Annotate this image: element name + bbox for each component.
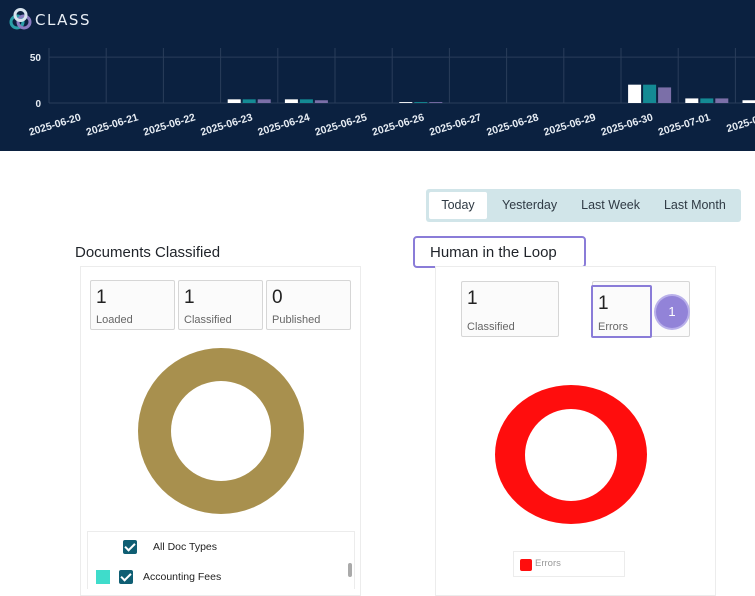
doc-list-scrollbar[interactable] (348, 563, 352, 577)
bar (685, 98, 698, 103)
documents-classified-title: Documents Classified (75, 244, 220, 261)
tab-yesterday[interactable]: Yesterday (490, 192, 569, 219)
doc-type-filter-list: All Doc Types Accounting Fees (87, 531, 355, 589)
stat-hil-errors-value: 1 (598, 293, 609, 315)
logo-text: CLASS (35, 11, 91, 29)
stat-loaded: 1 Loaded (90, 280, 175, 330)
accounting-fees-label: Accounting Fees (143, 571, 221, 583)
x-tick-label: 2025-07- (725, 111, 755, 135)
stat-loaded-value: 1 (96, 287, 107, 309)
bar (300, 99, 313, 103)
y-tick-label: 50 (30, 53, 42, 64)
stat-classified: 1 Classified (178, 280, 263, 330)
stat-hil-classified-label: Classified (467, 321, 515, 333)
x-tick-label: 2025-06-23 (199, 111, 254, 138)
bar (285, 99, 298, 103)
stat-hil-errors-label: Errors (598, 321, 628, 333)
app-logo[interactable]: CLASS (8, 6, 91, 32)
hil-legend: Errors (513, 551, 625, 577)
bar (628, 85, 641, 103)
bar (243, 99, 256, 103)
stat-published-value: 0 (272, 287, 283, 309)
tab-today[interactable]: Today (429, 192, 487, 219)
x-tick-label: 2025-07-01 (657, 111, 712, 138)
x-tick-label: 2025-06-27 (428, 111, 483, 138)
bar (228, 99, 241, 103)
bar (700, 98, 713, 103)
accounting-fees-checkbox[interactable] (119, 570, 133, 584)
x-tick-label: 2025-06-25 (314, 111, 369, 138)
x-tick-label: 2025-06-28 (485, 111, 540, 138)
stat-classified-label: Classified (184, 314, 232, 326)
y-tick-label: 0 (35, 99, 41, 110)
documents-donut-chart[interactable] (138, 348, 304, 514)
bar (414, 102, 427, 103)
x-tick-label: 2025-06-26 (371, 111, 426, 138)
bar (399, 102, 412, 103)
all-doc-types-checkbox[interactable] (123, 540, 137, 554)
hil-donut-chart[interactable] (495, 385, 647, 524)
hil-donut-hole (525, 409, 617, 501)
bar (658, 87, 671, 103)
stat-hil-classified: 1 Classified (461, 281, 559, 337)
logo-icon (8, 6, 34, 32)
date-range-tabs: Today Yesterday Last Week Last Month (426, 189, 741, 222)
stat-hil-errors[interactable]: 1 Errors (591, 285, 652, 338)
stat-classified-value: 1 (184, 287, 195, 309)
x-tick-label: 2025-06-20 (28, 111, 83, 138)
bar (315, 100, 328, 103)
x-tick-label: 2025-06-22 (142, 111, 197, 138)
hil-title: Human in the Loop (430, 244, 557, 261)
all-doc-types-label: All Doc Types (153, 541, 217, 553)
stat-published: 0 Published (266, 280, 351, 330)
tab-last-week[interactable]: Last Week (569, 192, 652, 219)
x-tick-label: 2025-06-24 (256, 111, 311, 138)
bar (429, 102, 442, 103)
stat-published-label: Published (272, 314, 320, 326)
bar (715, 98, 728, 103)
x-tick-label: 2025-06-21 (85, 111, 140, 138)
x-tick-label: 2025-06-29 (542, 111, 597, 138)
tab-last-month[interactable]: Last Month (652, 192, 738, 219)
accounting-fees-color-swatch (96, 570, 110, 584)
stat-loaded-label: Loaded (96, 314, 133, 326)
bar (643, 85, 656, 103)
bar (743, 100, 755, 103)
x-tick-label: 2025-06-30 (600, 111, 655, 138)
stat-hil-classified-value: 1 (467, 288, 478, 310)
documents-donut-hole (171, 381, 271, 481)
step-badge: 1 (656, 296, 688, 328)
legend-errors-swatch (520, 559, 532, 571)
bar (258, 99, 271, 103)
legend-errors-label: Errors (535, 558, 561, 569)
